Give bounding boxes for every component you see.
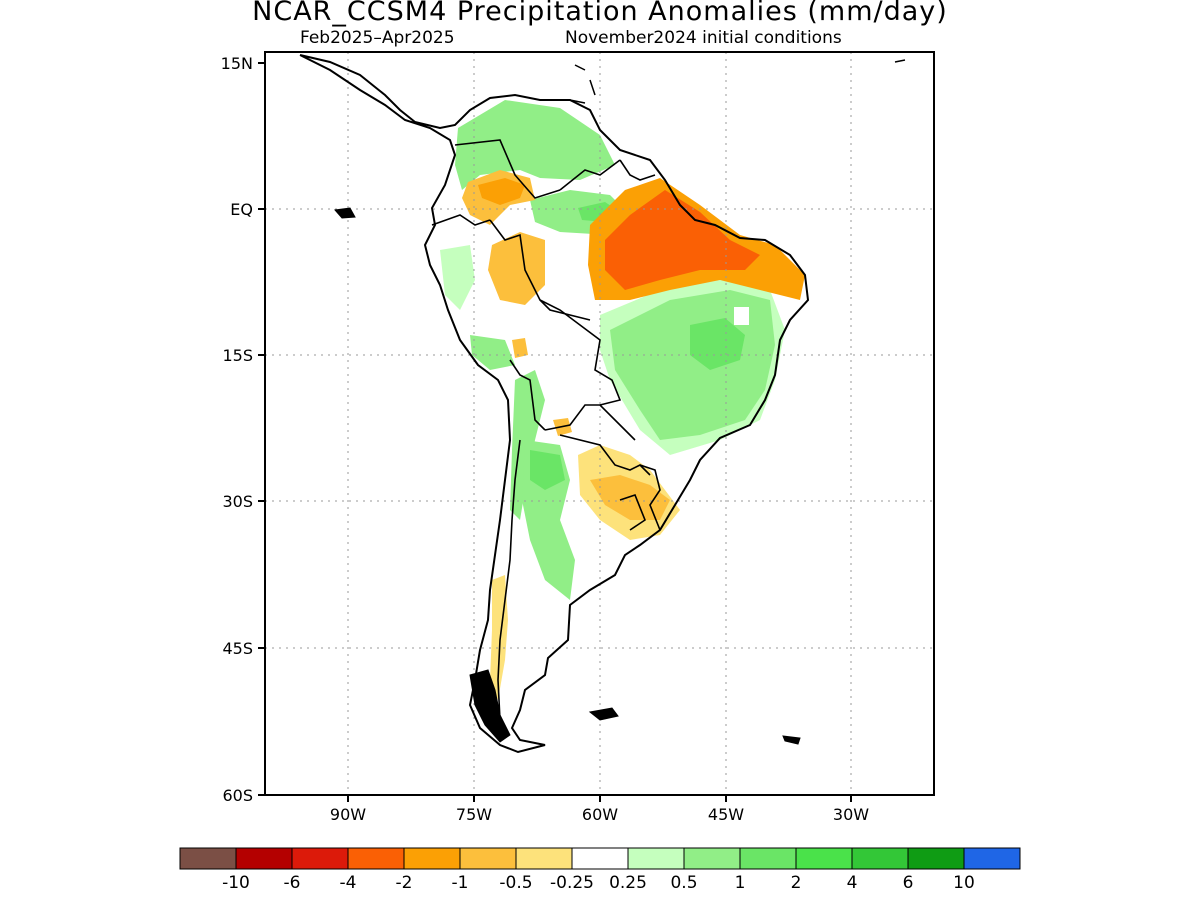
border-ecuador-peru [431, 214, 491, 226]
lon-label-30w: 30W [833, 805, 869, 824]
anomaly-positive-north [455, 100, 615, 190]
legend-label: -6 [284, 873, 301, 893]
legend-label: 1 [735, 873, 746, 893]
legend-label: -2 [396, 873, 413, 893]
lon-label-60w: 60W [582, 805, 618, 824]
forecast-period: Feb2025–Apr2025 [300, 28, 455, 48]
border-paraguay-argentina [559, 434, 651, 476]
lat-label-eq: EQ [230, 200, 253, 219]
legend-swatch [963, 847, 1021, 870]
border-venezuela-brazil [559, 159, 621, 191]
legend-swatch [571, 847, 629, 870]
legend-label: 0.25 [609, 873, 647, 893]
color-legend: -10 -6 -4 -2 -1 -0.5 -0.25 0.25 0.5 1 2 4 6 10 [179, 847, 1021, 893]
border-guianas [619, 159, 656, 181]
falkland-islands [588, 707, 619, 721]
caribbean-islands [569, 59, 906, 104]
legend-label: 10 [953, 873, 975, 893]
legend-swatch [627, 847, 685, 870]
legend-label: -1 [452, 873, 469, 893]
south-america-coastline [299, 54, 810, 754]
border-peru-brazil [489, 219, 591, 321]
border-colombia-venezuela [454, 139, 561, 199]
coastlines [299, 54, 906, 754]
legend-swatch [179, 847, 237, 870]
lon-label-45w: 45W [708, 805, 744, 824]
map-gridlines [265, 52, 934, 795]
legend-label: 0.5 [670, 873, 697, 893]
legend-label: -0.5 [499, 873, 532, 893]
legend-swatch [907, 847, 965, 870]
legend-swatch [795, 847, 853, 870]
border-argentina-uruguay [619, 494, 646, 531]
lon-label-75w: 75W [456, 805, 492, 824]
country-borders [431, 139, 661, 721]
anomaly-negative-bolivia-small [512, 338, 528, 358]
lat-label-45s: 45S [222, 639, 253, 658]
anomaly-negative-colombia-core [478, 178, 525, 205]
legend-label: 6 [903, 873, 914, 893]
lat-label-15n: 15N [221, 54, 253, 73]
legend-swatch [291, 847, 349, 870]
border-brazil-uruguay [639, 464, 661, 531]
legend-label: -0.25 [550, 873, 594, 893]
legend-swatch [459, 847, 517, 870]
anomaly-positive-peru [440, 245, 475, 310]
legend-swatch [347, 847, 405, 870]
legend-swatch [739, 847, 797, 870]
initial-conditions: November2024 initial conditions [565, 28, 842, 48]
anomaly-positive-bolivia [470, 335, 515, 370]
latitude-axis [258, 62, 265, 796]
anomaly-positive-chaco [530, 450, 565, 490]
legend-label: 4 [847, 873, 858, 893]
legend-swatch [235, 847, 293, 870]
border-bolivia-brazil [539, 299, 622, 406]
legend-swatch [515, 847, 573, 870]
anomaly-shading [440, 100, 805, 700]
anomaly-strong-brazil [690, 318, 745, 370]
south-georgia [782, 735, 801, 745]
anomaly-negative-western-amazon [488, 232, 545, 305]
missing-data-cell [734, 307, 749, 325]
longitude-axis [347, 795, 852, 802]
patagonia-islands [469, 669, 511, 743]
lon-label-90w: 90W [330, 805, 366, 824]
anomaly-strong-northeast [605, 190, 760, 290]
legend-label: -4 [340, 873, 357, 893]
lat-label-60s: 60S [222, 786, 253, 805]
border-chile-argentina [497, 439, 521, 721]
legend-swatch [683, 847, 741, 870]
border-bolivia-paraguay [544, 404, 636, 441]
lat-label-15s: 15S [222, 346, 253, 365]
legend-swatch [403, 847, 461, 870]
lat-label-30s: 30S [222, 492, 253, 511]
legend-swatch [851, 847, 909, 870]
legend-label: 2 [791, 873, 802, 893]
legend-label: -10 [222, 873, 250, 893]
map-title: NCAR_CCSM4 Precipitation Anomalies (mm/d… [252, 0, 948, 27]
border-chile-bolivia [509, 359, 546, 431]
galapagos-islands [334, 207, 356, 219]
